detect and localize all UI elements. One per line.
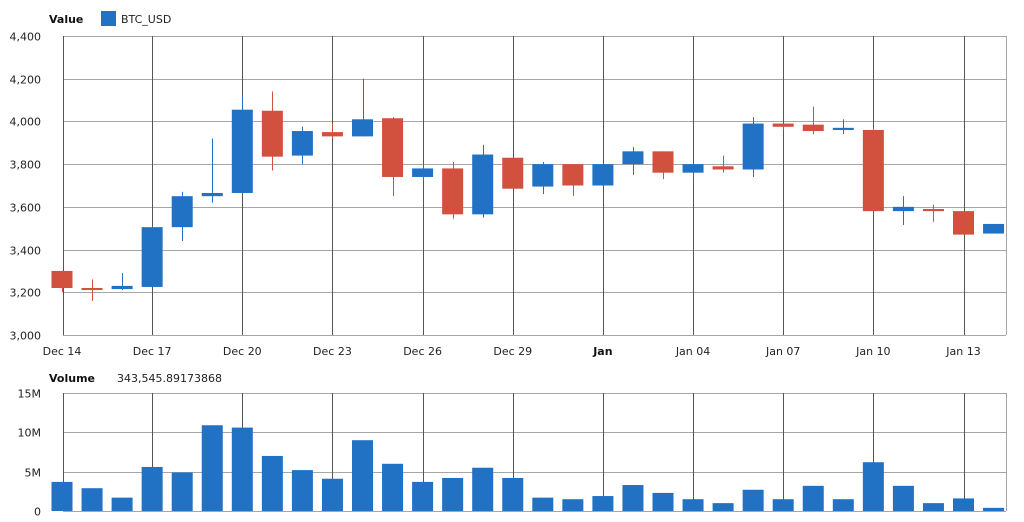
date-tick-label: Dec 26 [403,345,442,358]
candle-body[interactable] [862,129,884,212]
candle-body[interactable] [682,164,704,173]
volume-bar[interactable] [862,462,884,511]
date-tick-label: Dec 23 [313,345,352,358]
candle-body[interactable] [712,166,734,170]
price-tick-label: 3,800 [10,159,42,172]
candle-body[interactable] [772,123,794,127]
candle-body[interactable] [171,196,193,228]
volume-bar[interactable] [81,488,103,511]
date-x-axis: Dec 14 Dec 17 Dec 20 Dec 23 Dec 26 Dec 29 Jan J… [43,345,981,358]
date-tick-label: Dec 17 [133,345,172,358]
date-tick-label: Dec 14 [43,345,82,358]
value-panel-title: Value [49,13,83,26]
candle-body[interactable] [81,288,103,291]
candle-body[interactable] [562,164,584,186]
candle-body[interactable] [382,118,404,177]
candle-body[interactable] [472,154,494,215]
volume-bar[interactable] [772,499,794,511]
candle-body[interactable] [321,132,343,137]
candle-body[interactable] [201,192,223,197]
volume-bar[interactable] [472,467,494,511]
date-tick-label: Dec 29 [493,345,532,358]
legend-series-label[interactable]: BTC_USD [121,13,171,26]
price-tick-label: 3,200 [10,287,42,300]
candle-body[interactable] [622,151,644,165]
candle-body[interactable] [532,164,554,187]
volume-bar[interactable] [742,489,764,511]
candle-body[interactable] [412,168,434,177]
volume-tick-label: 15M [18,388,42,401]
volume-panel-title: Volume [49,372,95,385]
volume-bar[interactable] [712,503,734,511]
volume-bar[interactable] [983,507,1005,511]
volume-bar[interactable] [682,499,704,511]
candle-body[interactable] [592,164,614,186]
volume-bar[interactable] [261,455,283,511]
volume-bar[interactable] [111,497,133,511]
candle-body[interactable] [141,227,163,287]
volume-bar[interactable] [291,470,313,511]
volume-bar[interactable] [352,440,373,511]
price-tick-label: 3,600 [10,202,42,215]
candle-body[interactable] [111,285,133,290]
volume-bar[interactable] [412,481,434,511]
price-tick-label: 4,200 [10,74,42,87]
volume-bar[interactable] [502,477,524,511]
volume-bar[interactable] [532,497,554,511]
price-y-axis: 3,000 3,200 3,400 3,600 3,800 4,000 4,200 4,400 [10,31,1007,343]
volume-bar[interactable] [832,499,854,511]
volume-bar[interactable] [201,425,223,511]
volume-bar[interactable] [171,472,193,511]
candle-body[interactable] [502,157,524,189]
candle-body[interactable] [652,151,674,173]
volume-bar[interactable] [953,498,974,511]
volume-bar[interactable] [382,463,404,511]
candle-body[interactable] [442,168,464,215]
candle-body[interactable] [832,127,854,130]
date-tick-label: Dec 20 [223,345,262,358]
date-tick-label: Jan 10 [855,345,890,358]
volume-bar[interactable] [141,466,163,511]
volume-tick-label: 10M [18,427,42,440]
volume-bar[interactable] [802,485,824,511]
candle-body[interactable] [51,270,73,289]
volume-bar[interactable] [442,477,464,511]
volume-readout: 343,545.89173868 [117,372,222,385]
volume-bar[interactable] [321,478,343,511]
price-tick-label: 4,400 [10,31,42,44]
candle-body[interactable] [231,109,253,193]
candle-body[interactable] [922,208,944,212]
candlestick-series [51,78,1005,301]
candle-body[interactable] [983,223,1005,234]
price-tick-label: 3,400 [10,245,42,258]
volume-bar[interactable] [892,485,914,511]
candle-body[interactable] [892,206,914,212]
candle-body[interactable] [261,110,283,157]
volume-bar[interactable] [231,427,253,511]
volume-bar[interactable] [652,492,674,511]
date-tick-label: Jan 07 [765,345,800,358]
volume-bar[interactable] [592,496,614,511]
volume-bar[interactable] [51,481,73,511]
volume-tick-label: 0 [34,506,41,519]
candle-body[interactable] [742,123,764,170]
candle-body[interactable] [291,131,313,156]
date-tick-label: Jan 04 [675,345,710,358]
candle-body[interactable] [352,119,373,137]
volume-tick-label: 5M [25,467,42,480]
volume-bar[interactable] [922,503,944,511]
legend-swatch-btc [101,11,116,26]
date-tick-label: Jan 13 [945,345,980,358]
volume-bar-series [51,425,1005,511]
volume-bar[interactable] [622,485,644,511]
date-tick-label: Jan [592,345,612,358]
price-tick-label: 3,000 [10,330,42,343]
price-tick-label: 4,000 [10,116,42,129]
volume-bar[interactable] [562,499,584,511]
candle-body[interactable] [802,124,824,132]
candle-body[interactable] [953,211,974,235]
